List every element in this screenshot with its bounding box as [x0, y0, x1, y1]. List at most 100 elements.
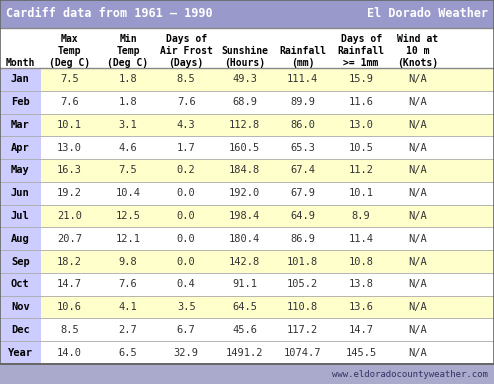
Text: May: May — [11, 166, 30, 175]
Text: Jul: Jul — [11, 211, 30, 221]
Text: 9.8: 9.8 — [119, 257, 137, 266]
Text: 67.4: 67.4 — [290, 166, 315, 175]
Text: 13.0: 13.0 — [57, 143, 82, 153]
Text: 2.7: 2.7 — [119, 325, 137, 335]
Bar — [0, 136, 41, 159]
Text: N/A: N/A — [408, 348, 427, 358]
Text: 10.6: 10.6 — [57, 302, 82, 312]
Text: N/A: N/A — [408, 279, 427, 289]
Text: 4.3: 4.3 — [177, 120, 196, 130]
Text: 49.3: 49.3 — [232, 74, 257, 84]
Bar — [0, 273, 41, 296]
Text: 7.5: 7.5 — [119, 166, 137, 175]
Bar — [41, 341, 494, 364]
Bar — [41, 136, 494, 159]
Text: 32.9: 32.9 — [174, 348, 199, 358]
Bar — [0, 159, 41, 182]
Bar — [41, 227, 494, 250]
Text: Rainfall: Rainfall — [337, 46, 385, 56]
Text: 7.6: 7.6 — [177, 97, 196, 107]
Text: Wind at: Wind at — [397, 34, 438, 44]
Text: 4.6: 4.6 — [119, 143, 137, 153]
Bar — [0, 250, 41, 273]
Text: 198.4: 198.4 — [229, 211, 260, 221]
Text: N/A: N/A — [408, 234, 427, 244]
Text: 0.2: 0.2 — [177, 166, 196, 175]
Text: 10.5: 10.5 — [349, 143, 373, 153]
Bar — [0, 114, 41, 136]
Text: 8.5: 8.5 — [60, 325, 79, 335]
Text: 1491.2: 1491.2 — [226, 348, 263, 358]
Text: 68.9: 68.9 — [232, 97, 257, 107]
Text: 0.0: 0.0 — [177, 257, 196, 266]
Text: 110.8: 110.8 — [287, 302, 319, 312]
Text: N/A: N/A — [408, 211, 427, 221]
Text: 10.8: 10.8 — [349, 257, 373, 266]
Text: N/A: N/A — [408, 302, 427, 312]
Text: 0.4: 0.4 — [177, 279, 196, 289]
Text: 184.8: 184.8 — [229, 166, 260, 175]
Text: N/A: N/A — [408, 166, 427, 175]
Bar — [0, 364, 494, 384]
Text: 6.7: 6.7 — [177, 325, 196, 335]
Bar — [0, 0, 494, 28]
Text: 117.2: 117.2 — [287, 325, 319, 335]
Text: 112.8: 112.8 — [229, 120, 260, 130]
Text: 13.6: 13.6 — [349, 302, 373, 312]
Text: 180.4: 180.4 — [229, 234, 260, 244]
Text: 0.0: 0.0 — [177, 188, 196, 198]
Text: 11.2: 11.2 — [349, 166, 373, 175]
Text: 65.3: 65.3 — [290, 143, 315, 153]
Text: 111.4: 111.4 — [287, 74, 319, 84]
Text: Max: Max — [61, 34, 79, 44]
Text: Jan: Jan — [11, 74, 30, 84]
Text: 13.8: 13.8 — [349, 279, 373, 289]
Bar — [0, 91, 41, 114]
Text: >= 1mm: >= 1mm — [343, 58, 379, 68]
Text: 1.7: 1.7 — [177, 143, 196, 153]
Text: 10.1: 10.1 — [349, 188, 373, 198]
Text: 1.8: 1.8 — [119, 97, 137, 107]
Bar — [41, 159, 494, 182]
Bar — [0, 341, 41, 364]
Bar — [41, 318, 494, 341]
Text: Aug: Aug — [11, 234, 30, 244]
Bar — [41, 114, 494, 136]
Text: Nov: Nov — [11, 302, 30, 312]
Text: (Knots): (Knots) — [397, 58, 438, 68]
Bar — [0, 296, 41, 318]
Text: 20.7: 20.7 — [57, 234, 82, 244]
Text: Month: Month — [5, 58, 35, 68]
Text: Year: Year — [8, 348, 33, 358]
Text: N/A: N/A — [408, 74, 427, 84]
Text: 1074.7: 1074.7 — [284, 348, 322, 358]
Text: 0.0: 0.0 — [177, 234, 196, 244]
Text: 18.2: 18.2 — [57, 257, 82, 266]
Text: 86.9: 86.9 — [290, 234, 315, 244]
Text: 14.7: 14.7 — [57, 279, 82, 289]
Text: Air Frost: Air Frost — [160, 46, 213, 56]
Text: 160.5: 160.5 — [229, 143, 260, 153]
Text: Days of: Days of — [165, 34, 207, 44]
Text: 1.8: 1.8 — [119, 74, 137, 84]
Text: 8.9: 8.9 — [352, 211, 370, 221]
Text: 192.0: 192.0 — [229, 188, 260, 198]
Bar — [41, 273, 494, 296]
Text: 145.5: 145.5 — [345, 348, 377, 358]
Text: 12.1: 12.1 — [116, 234, 140, 244]
Text: N/A: N/A — [408, 257, 427, 266]
Text: 142.8: 142.8 — [229, 257, 260, 266]
Text: 89.9: 89.9 — [290, 97, 315, 107]
Text: 3.5: 3.5 — [177, 302, 196, 312]
Text: (Deg C): (Deg C) — [49, 58, 90, 68]
Text: 3.1: 3.1 — [119, 120, 137, 130]
Text: 11.6: 11.6 — [349, 97, 373, 107]
Text: 14.7: 14.7 — [349, 325, 373, 335]
Text: 10.1: 10.1 — [57, 120, 82, 130]
Text: 14.0: 14.0 — [57, 348, 82, 358]
Text: 4.1: 4.1 — [119, 302, 137, 312]
Text: www.eldoradocountyweather.com: www.eldoradocountyweather.com — [332, 369, 488, 379]
Text: N/A: N/A — [408, 143, 427, 153]
Text: 7.6: 7.6 — [119, 279, 137, 289]
Text: 64.9: 64.9 — [290, 211, 315, 221]
